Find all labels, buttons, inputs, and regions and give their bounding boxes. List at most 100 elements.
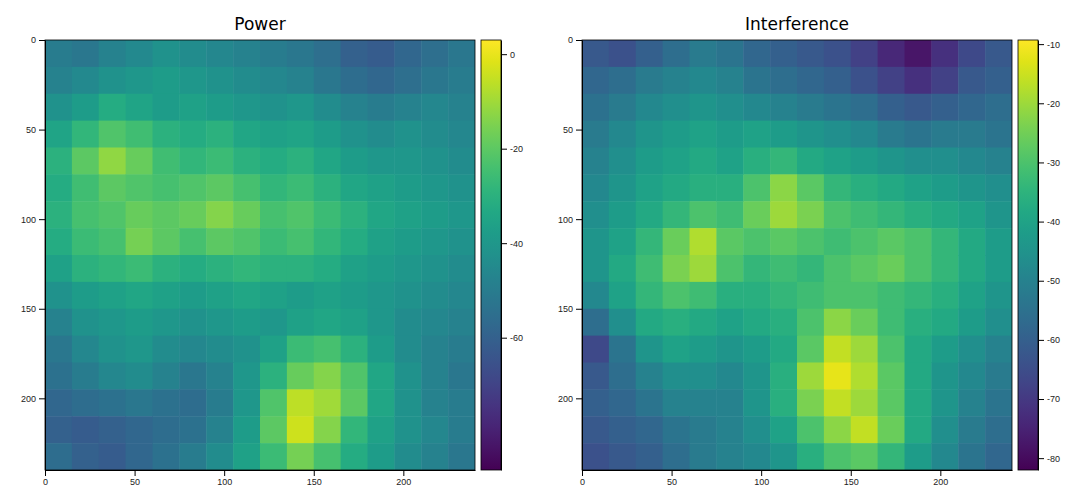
cell — [958, 121, 985, 148]
cell — [690, 201, 717, 228]
cell — [126, 389, 153, 416]
cell — [448, 336, 475, 363]
cell — [985, 94, 1012, 121]
cell — [153, 336, 180, 363]
cell — [206, 201, 233, 228]
cell — [905, 228, 932, 255]
cell — [958, 363, 985, 390]
tick-label: -50 — [1047, 276, 1060, 286]
cell — [716, 228, 743, 255]
cell — [609, 282, 636, 309]
cell — [609, 121, 636, 148]
cell — [394, 255, 421, 282]
cell — [824, 94, 851, 121]
cell — [72, 40, 99, 67]
cell — [45, 416, 72, 443]
cell — [72, 255, 99, 282]
cell — [716, 201, 743, 228]
cell — [99, 255, 126, 282]
cell — [582, 416, 609, 443]
cell — [206, 389, 233, 416]
cell — [314, 228, 341, 255]
cell — [878, 121, 905, 148]
cell — [824, 174, 851, 201]
cell — [233, 389, 260, 416]
cell — [663, 363, 690, 390]
cell — [260, 255, 287, 282]
cell — [958, 443, 985, 470]
tick: 50 — [26, 125, 45, 135]
tick-mark — [403, 470, 404, 476]
cell — [314, 363, 341, 390]
cell — [609, 228, 636, 255]
cell — [394, 201, 421, 228]
cell — [421, 67, 448, 94]
cell — [99, 94, 126, 121]
cell — [797, 148, 824, 175]
tick-mark — [576, 219, 582, 220]
cell — [99, 416, 126, 443]
cell — [179, 40, 206, 67]
tick: 0 — [568, 35, 582, 45]
cell — [931, 148, 958, 175]
cell — [905, 67, 932, 94]
cell — [421, 201, 448, 228]
cell — [126, 416, 153, 443]
cell — [797, 443, 824, 470]
tick: -20 — [501, 144, 523, 154]
cell — [99, 40, 126, 67]
cell — [179, 282, 206, 309]
cell — [45, 443, 72, 470]
cell — [663, 416, 690, 443]
cell — [233, 336, 260, 363]
cell — [690, 416, 717, 443]
tick-mark — [582, 470, 583, 476]
cell — [743, 282, 770, 309]
tick-mark — [224, 470, 225, 476]
cell — [233, 282, 260, 309]
cell — [421, 255, 448, 282]
cell — [770, 282, 797, 309]
cell — [636, 228, 663, 255]
cell — [851, 121, 878, 148]
cell — [126, 121, 153, 148]
cell — [394, 228, 421, 255]
plot-frame — [45, 40, 475, 470]
cell — [636, 255, 663, 282]
cell — [368, 174, 395, 201]
cell — [878, 282, 905, 309]
cell — [448, 416, 475, 443]
cell — [126, 255, 153, 282]
cell — [287, 255, 314, 282]
cell — [153, 40, 180, 67]
cell — [233, 416, 260, 443]
tick: 150 — [307, 470, 322, 487]
tick-mark — [1038, 103, 1044, 104]
cell — [448, 40, 475, 67]
cell — [99, 121, 126, 148]
cell — [72, 201, 99, 228]
tick-mark — [39, 309, 45, 310]
cell — [287, 282, 314, 309]
cell — [233, 121, 260, 148]
cell — [72, 94, 99, 121]
tick-label: 50 — [563, 125, 573, 135]
cell — [770, 363, 797, 390]
cell — [260, 336, 287, 363]
cell — [421, 416, 448, 443]
cell — [421, 174, 448, 201]
cell — [448, 174, 475, 201]
cell — [636, 67, 663, 94]
cell — [690, 174, 717, 201]
cell — [341, 416, 368, 443]
tick-label: 200 — [933, 477, 948, 487]
cell — [287, 336, 314, 363]
cell — [99, 336, 126, 363]
cell — [958, 94, 985, 121]
tick: 100 — [558, 215, 582, 225]
tick-mark — [576, 309, 582, 310]
cell — [153, 282, 180, 309]
cell — [448, 282, 475, 309]
cell — [448, 148, 475, 175]
cell — [394, 174, 421, 201]
